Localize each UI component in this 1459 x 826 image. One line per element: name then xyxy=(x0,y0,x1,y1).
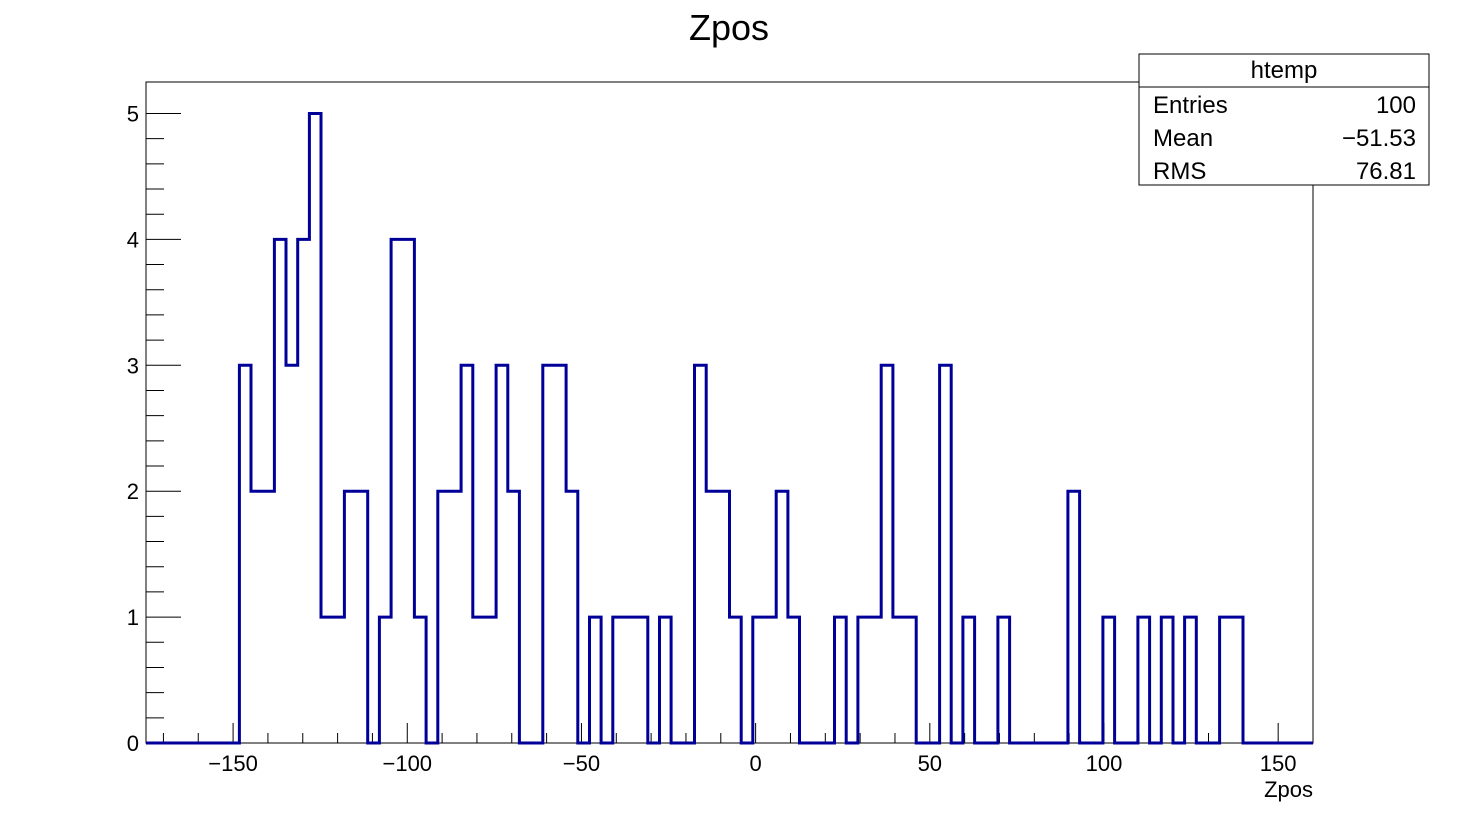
y-tick-label: 2 xyxy=(127,479,139,504)
x-tick-label: −150 xyxy=(208,751,258,776)
x-axis-title: Zpos xyxy=(1264,777,1313,802)
histogram-series xyxy=(146,112,1313,745)
stats-box: htemp Entries 100 Mean −51.53 RMS 76.81 xyxy=(1138,53,1430,186)
histogram-step-line xyxy=(146,112,1313,745)
x-tick-label: 100 xyxy=(1086,751,1123,776)
stats-box-title: htemp xyxy=(1251,57,1318,84)
x-axis: −150 −100 −50 0 50 100 150 xyxy=(162,723,1314,776)
x-tick-label: 150 xyxy=(1260,751,1297,776)
plot-frame xyxy=(145,81,1314,744)
stats-entries-label: Entries xyxy=(1153,92,1228,119)
y-tick-label: 3 xyxy=(127,353,139,378)
stats-mean-value: −51.53 xyxy=(1342,125,1416,152)
stats-entries-value: 100 xyxy=(1376,92,1416,119)
y-tick-label: 5 xyxy=(127,101,139,126)
chart-title: Zpos xyxy=(689,7,769,48)
y-axis: 0 1 2 3 4 5 xyxy=(127,101,181,756)
x-tick-label: 50 xyxy=(918,751,942,776)
x-tick-label: −100 xyxy=(382,751,432,776)
stats-rms-label: RMS xyxy=(1153,158,1206,185)
y-tick-label: 4 xyxy=(127,227,139,252)
stats-mean-label: Mean xyxy=(1153,125,1213,152)
y-tick-label: 1 xyxy=(127,605,139,630)
x-tick-label: −50 xyxy=(563,751,600,776)
stats-rms-value: 76.81 xyxy=(1356,158,1416,185)
x-tick-label: 0 xyxy=(750,751,762,776)
stats-box-frame xyxy=(1138,53,1430,186)
y-tick-label: 0 xyxy=(127,731,139,756)
